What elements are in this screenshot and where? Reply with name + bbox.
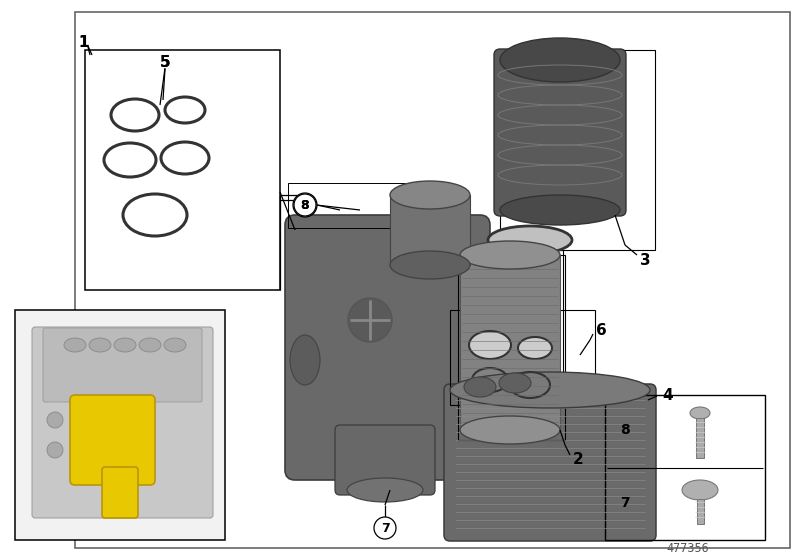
FancyBboxPatch shape bbox=[102, 467, 138, 518]
FancyBboxPatch shape bbox=[32, 327, 213, 518]
Ellipse shape bbox=[469, 331, 511, 359]
Ellipse shape bbox=[89, 338, 111, 352]
Ellipse shape bbox=[450, 372, 650, 408]
Bar bbox=[457, 250, 563, 435]
Text: 5: 5 bbox=[160, 54, 170, 69]
Text: 8: 8 bbox=[620, 423, 630, 437]
Bar bbox=[17, 312, 223, 538]
Text: 477356: 477356 bbox=[666, 542, 710, 554]
Bar bbox=[605, 395, 765, 540]
Circle shape bbox=[47, 442, 63, 458]
FancyBboxPatch shape bbox=[70, 395, 155, 485]
Ellipse shape bbox=[114, 338, 136, 352]
FancyBboxPatch shape bbox=[285, 215, 490, 480]
Circle shape bbox=[348, 298, 392, 342]
Bar bbox=[390, 195, 470, 265]
Text: 7: 7 bbox=[381, 521, 390, 534]
Bar bbox=[288, 183, 443, 228]
Ellipse shape bbox=[500, 195, 620, 225]
Text: 1: 1 bbox=[78, 35, 90, 49]
Circle shape bbox=[47, 412, 63, 428]
FancyBboxPatch shape bbox=[494, 49, 626, 216]
Ellipse shape bbox=[500, 38, 620, 82]
Ellipse shape bbox=[64, 338, 86, 352]
Circle shape bbox=[294, 194, 316, 216]
Circle shape bbox=[293, 193, 317, 217]
Text: 1: 1 bbox=[78, 35, 90, 49]
Text: 5: 5 bbox=[160, 54, 170, 69]
Bar bbox=[697, 499, 704, 524]
Ellipse shape bbox=[518, 337, 552, 359]
Ellipse shape bbox=[347, 478, 423, 502]
Bar bbox=[696, 418, 704, 458]
Ellipse shape bbox=[390, 251, 470, 279]
FancyBboxPatch shape bbox=[335, 425, 435, 495]
Ellipse shape bbox=[690, 407, 710, 419]
Circle shape bbox=[374, 517, 396, 539]
Bar bbox=[458, 255, 565, 440]
Ellipse shape bbox=[290, 335, 320, 385]
Text: 8: 8 bbox=[301, 198, 310, 212]
Bar bbox=[460, 255, 560, 430]
FancyBboxPatch shape bbox=[444, 384, 656, 541]
Ellipse shape bbox=[460, 416, 560, 444]
Text: 3: 3 bbox=[640, 253, 650, 268]
Bar bbox=[85, 50, 280, 290]
Ellipse shape bbox=[460, 241, 560, 269]
Text: 6: 6 bbox=[596, 323, 606, 338]
Ellipse shape bbox=[164, 338, 186, 352]
Bar bbox=[15, 310, 225, 540]
Ellipse shape bbox=[390, 181, 470, 209]
Bar bbox=[75, 12, 790, 548]
Ellipse shape bbox=[682, 480, 718, 500]
Text: 4: 4 bbox=[662, 388, 674, 403]
FancyBboxPatch shape bbox=[43, 328, 202, 402]
Bar bbox=[500, 50, 655, 250]
Text: 8: 8 bbox=[301, 198, 310, 212]
Ellipse shape bbox=[499, 373, 531, 393]
Ellipse shape bbox=[488, 226, 572, 254]
Text: 2: 2 bbox=[573, 452, 583, 468]
Text: 7: 7 bbox=[620, 496, 630, 510]
Ellipse shape bbox=[464, 377, 496, 397]
Bar bbox=[450, 310, 595, 405]
Ellipse shape bbox=[139, 338, 161, 352]
